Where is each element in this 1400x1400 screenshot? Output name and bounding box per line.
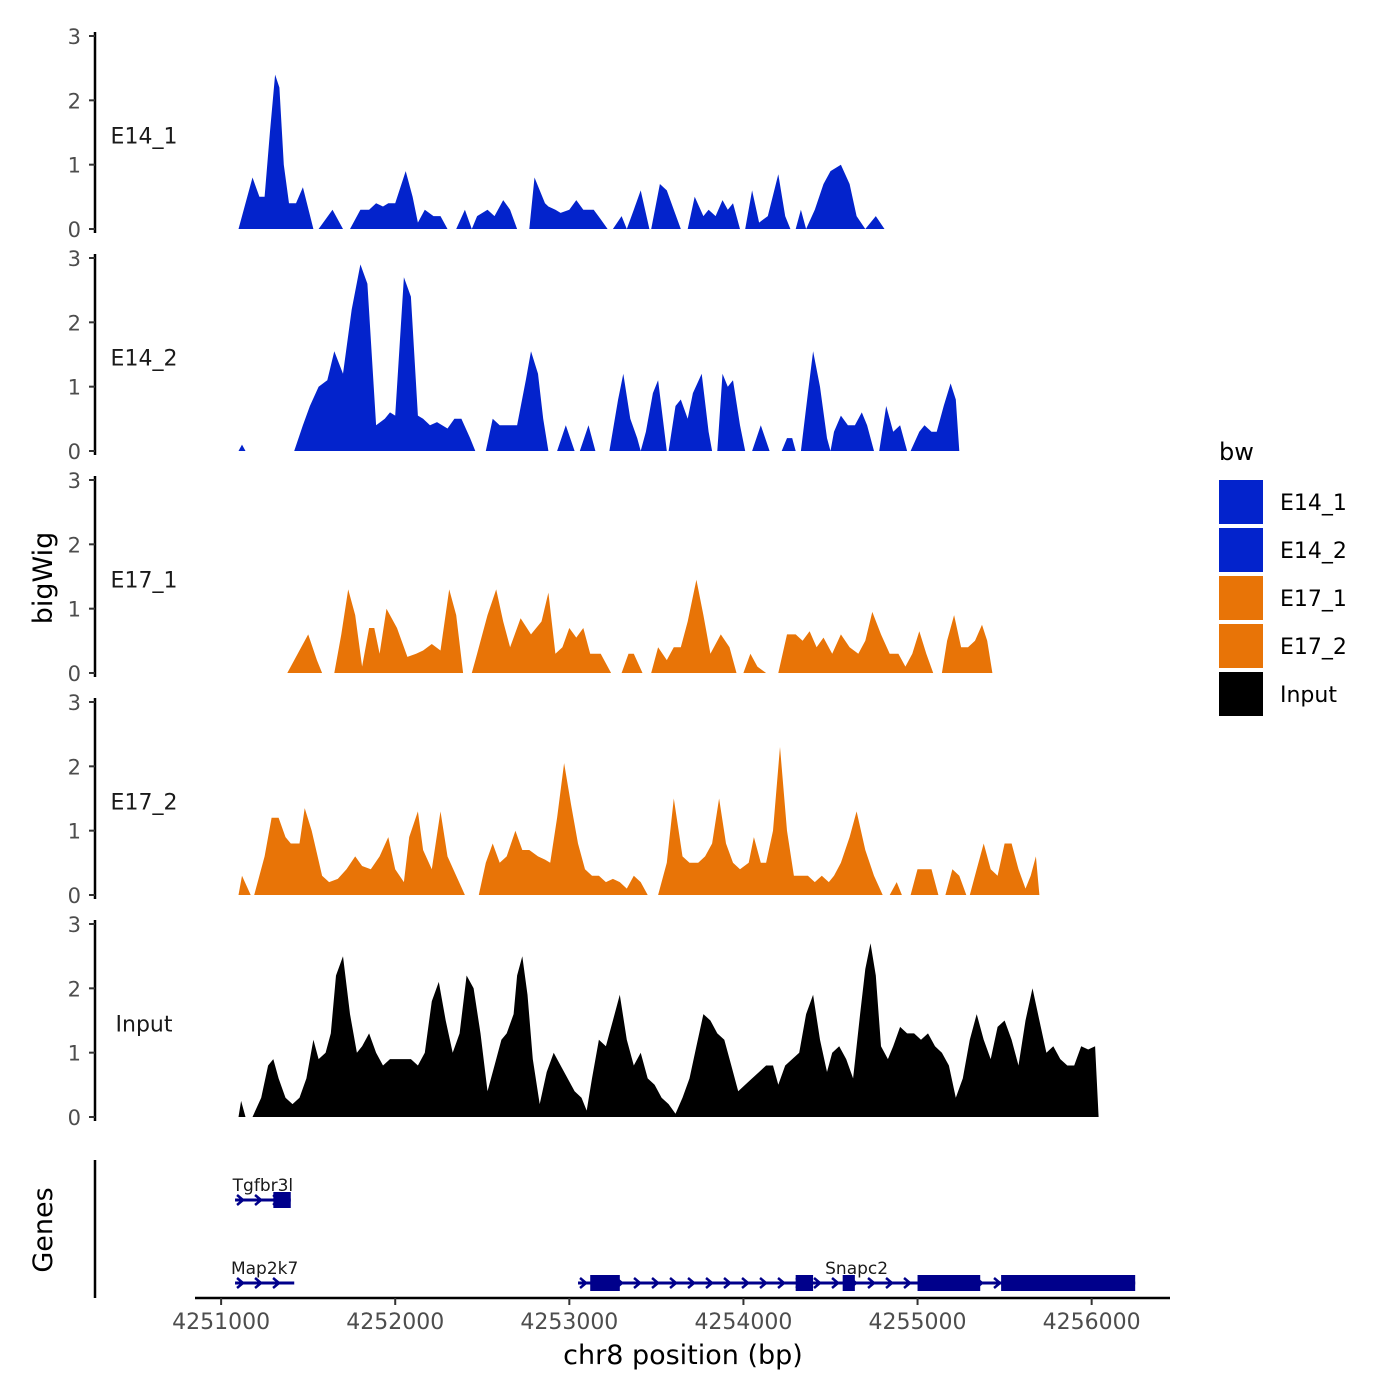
exon: [795, 1275, 814, 1291]
x-axis: 4251000 4252000 4253000 4254000 4255000 42560…: [172, 1296, 1170, 1335]
gene-track: Tgfbr3l Map2k7 Snapc2: [93, 1160, 1136, 1298]
y-tick-label: 0: [68, 440, 81, 464]
y-tick-label: 2: [68, 755, 81, 779]
strand-arrow: [867, 1277, 876, 1289]
x-tick-label: 4251000: [172, 1310, 270, 1335]
x-tick-label: 4255000: [869, 1310, 967, 1335]
y-tick-label: 0: [68, 218, 81, 242]
track-label: Input: [116, 1013, 173, 1038]
strand-arrow: [993, 1277, 1002, 1289]
track-E14_2: 0 1 2 3 E14_2: [68, 247, 960, 464]
y-tick-label: 1: [68, 598, 81, 622]
strand-arrow: [777, 1277, 786, 1289]
track-area: [238, 264, 960, 451]
y-tick-label: 1: [68, 1042, 81, 1066]
legend-key: [1219, 576, 1263, 620]
strand-arrow: [885, 1277, 894, 1289]
track-label: E17_2: [111, 791, 178, 816]
strand-arrow: [254, 1194, 263, 1206]
x-tick-label: 4252000: [346, 1310, 444, 1335]
gene-label: Map2k7: [231, 1259, 298, 1279]
strand-arrow: [254, 1277, 263, 1289]
strand-arrow: [272, 1277, 281, 1289]
track-label: E17_1: [111, 569, 178, 594]
track-label: E14_2: [111, 347, 178, 372]
gene-Map2k7: Map2k7: [231, 1259, 298, 1289]
track-area: [238, 943, 1099, 1117]
genes-panel-label: Genes: [28, 1187, 59, 1272]
y-tick-label: 0: [68, 1106, 81, 1130]
y-tick-label: 0: [68, 884, 81, 908]
legend-key: [1219, 624, 1263, 668]
gene-label: Snapc2: [825, 1259, 888, 1279]
strand-arrow: [741, 1277, 750, 1289]
legend-label: E14_2: [1280, 539, 1347, 564]
y-tick-label: 2: [68, 89, 81, 113]
legend-label: Input: [1280, 683, 1337, 708]
y-tick-label: 2: [68, 311, 81, 335]
y-tick-label: 3: [68, 25, 81, 49]
exon: [273, 1192, 291, 1208]
strand-arrow: [759, 1277, 768, 1289]
y-tick-label: 0: [68, 662, 81, 686]
y-tick-label: 3: [68, 469, 81, 493]
x-tick-label: 4256000: [1043, 1310, 1141, 1335]
y-tick-label: 3: [68, 247, 81, 271]
gene-label: Tgfbr3l: [232, 1176, 293, 1196]
track-E17_2: 0 1 2 3 E17_2: [68, 691, 1040, 908]
gene-Snapc2: Snapc2: [578, 1259, 1136, 1291]
legend-key: [1219, 672, 1263, 716]
exon: [590, 1275, 620, 1291]
strand-arrow: [813, 1277, 822, 1289]
exon: [917, 1275, 981, 1291]
y-tick-label: 1: [68, 376, 81, 400]
track-Input: 0 1 2 3 Input: [68, 913, 1099, 1130]
exon: [842, 1275, 855, 1291]
y-tick-label: 3: [68, 913, 81, 937]
x-tick-label: 4253000: [520, 1310, 618, 1335]
y-tick-label: 3: [68, 691, 81, 715]
strand-arrow: [903, 1277, 912, 1289]
strand-arrow: [633, 1277, 642, 1289]
y-tick-label: 1: [68, 154, 81, 178]
strand-arrow: [236, 1277, 245, 1289]
y-tick-label: 1: [68, 820, 81, 844]
legend-key: [1219, 528, 1263, 572]
strand-arrow: [687, 1277, 696, 1289]
track-E17_1: 0 1 2 3 E17_1: [68, 469, 993, 686]
legend: E14_1 E14_2 E17_1 E17_2 Input: [1219, 480, 1347, 716]
strand-arrow: [579, 1277, 588, 1289]
legend-title: bw: [1219, 438, 1254, 466]
strand-arrow: [236, 1194, 245, 1206]
y-tick-label: 2: [68, 533, 81, 557]
strand-arrow: [651, 1277, 660, 1289]
track-area: [238, 579, 993, 673]
track-area: [238, 74, 885, 229]
x-tick-label: 4254000: [694, 1310, 792, 1335]
strand-arrow: [723, 1277, 732, 1289]
exon: [1001, 1275, 1136, 1291]
legend-label: E14_1: [1280, 491, 1347, 516]
strand-arrow: [831, 1277, 840, 1289]
legend-label: E17_1: [1280, 587, 1347, 612]
x-axis-title: chr8 position (bp): [563, 1340, 803, 1371]
track-area: [238, 747, 1040, 895]
tracks-layer: 0 1 2 3 E14_1 0 1 2 3 E14_2 0 1 2 3 E17_1 0 1 2 3 E17_2 0 1 2 3…: [68, 25, 1099, 1130]
gene-Tgfbr3l: Tgfbr3l: [232, 1176, 293, 1208]
y-tick-label: 2: [68, 977, 81, 1001]
track-E14_1: 0 1 2 3 E14_1: [68, 25, 885, 242]
y-axis-title: bigWig: [28, 532, 59, 625]
legend-key: [1219, 480, 1263, 524]
legend-label: E17_2: [1280, 635, 1347, 660]
strand-arrow: [669, 1277, 678, 1289]
strand-arrow: [705, 1277, 714, 1289]
track-label: E14_1: [111, 125, 178, 150]
